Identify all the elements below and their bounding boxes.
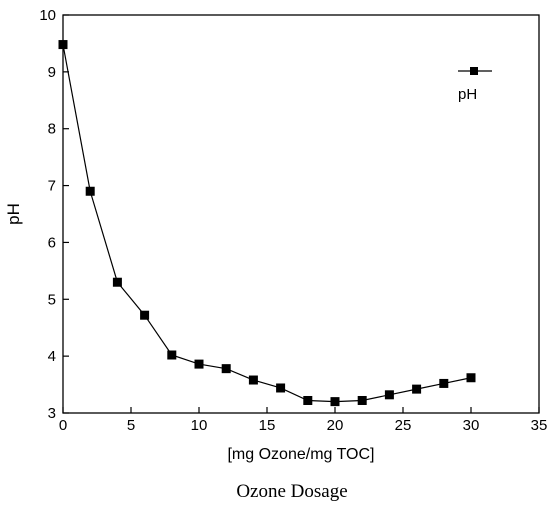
x-tick-label: 35 xyxy=(531,417,548,434)
legend-marker xyxy=(470,67,478,75)
data-point xyxy=(85,186,95,196)
y-tick-label: 7 xyxy=(48,178,56,195)
y-tick-label: 10 xyxy=(39,7,56,24)
plot-frame xyxy=(62,14,540,414)
data-point xyxy=(330,397,340,407)
legend: pH xyxy=(458,67,492,103)
y-tick-label: 3 xyxy=(48,405,56,422)
y-axis-ticks: 3 4 5 6 7 8 9 10 xyxy=(39,7,69,422)
x-axis-ticks: 0 5 10 15 20 25 30 35 xyxy=(59,407,548,434)
data-point xyxy=(439,378,449,388)
data-point xyxy=(466,373,476,383)
x-tick-label: 20 xyxy=(327,417,344,434)
legend-label: pH xyxy=(458,86,477,103)
x-tick-label: 25 xyxy=(395,417,412,434)
data-point xyxy=(303,395,313,405)
x-tick-label: 5 xyxy=(127,417,135,434)
y-tick-label: 5 xyxy=(48,291,56,308)
x-tick-label: 0 xyxy=(59,417,67,434)
x-tick-label: 30 xyxy=(463,417,480,434)
x-axis-label: [mg Ozone/mg TOC] xyxy=(227,446,374,463)
series-layer xyxy=(58,40,476,407)
data-point xyxy=(412,384,422,394)
y-axis-label: pH xyxy=(4,203,23,225)
y-tick-label: 6 xyxy=(48,234,56,251)
y-tick-label: 8 xyxy=(48,121,56,138)
data-point xyxy=(140,310,150,320)
data-point xyxy=(221,364,231,374)
data-point xyxy=(194,359,204,369)
data-point xyxy=(167,350,177,360)
chart-caption: Ozone Dosage xyxy=(236,481,347,502)
y-tick-label: 9 xyxy=(48,64,56,81)
data-point xyxy=(384,390,394,400)
data-point xyxy=(112,277,122,287)
data-point xyxy=(276,383,286,393)
series-line xyxy=(62,44,472,403)
y-tick-label: 4 xyxy=(48,348,56,365)
x-tick-label: 10 xyxy=(191,417,208,434)
x-tick-label: 15 xyxy=(259,417,276,434)
data-point xyxy=(248,375,258,385)
data-point xyxy=(357,395,367,405)
data-point xyxy=(58,40,68,50)
